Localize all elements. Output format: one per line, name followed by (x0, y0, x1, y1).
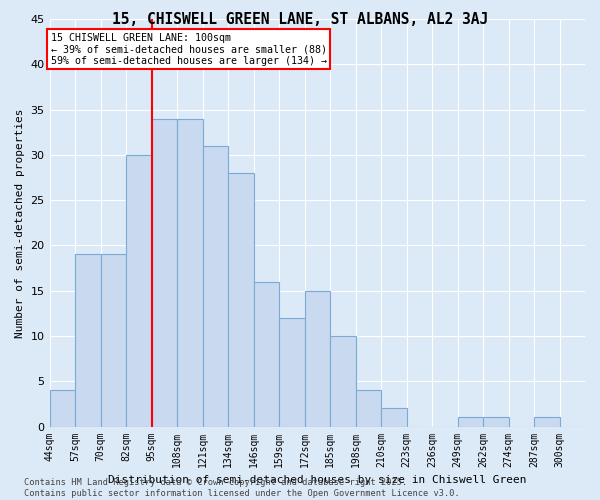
Text: 15, CHISWELL GREEN LANE, ST ALBANS, AL2 3AJ: 15, CHISWELL GREEN LANE, ST ALBANS, AL2 … (112, 12, 488, 28)
Bar (203, 146, 228, 426)
Bar (75, 254, 101, 426)
Bar (483, 418, 509, 426)
Bar (50, 390, 75, 426)
Bar (381, 408, 407, 426)
Bar (228, 173, 254, 426)
Bar (101, 254, 126, 426)
Bar (152, 118, 177, 426)
Bar (458, 418, 483, 426)
Text: Contains HM Land Registry data © Crown copyright and database right 2025.
Contai: Contains HM Land Registry data © Crown c… (24, 478, 460, 498)
Bar (177, 118, 203, 426)
Bar (126, 155, 152, 426)
Y-axis label: Number of semi-detached properties: Number of semi-detached properties (15, 108, 25, 338)
Bar (305, 290, 330, 426)
Text: 15 CHISWELL GREEN LANE: 100sqm
← 39% of semi-detached houses are smaller (88)
59: 15 CHISWELL GREEN LANE: 100sqm ← 39% of … (50, 32, 326, 66)
Bar (330, 336, 356, 426)
Bar (534, 418, 560, 426)
Bar (356, 390, 381, 426)
X-axis label: Distribution of semi-detached houses by size in Chiswell Green: Distribution of semi-detached houses by … (108, 475, 527, 485)
Bar (279, 318, 305, 426)
Bar (254, 282, 279, 426)
